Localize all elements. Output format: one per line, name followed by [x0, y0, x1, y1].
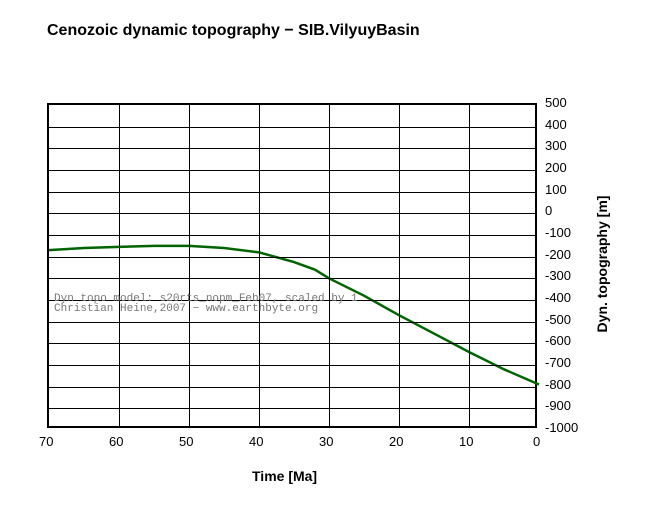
x-tick-label: 70	[39, 434, 53, 449]
x-tick-label: 60	[109, 434, 123, 449]
gridline-h	[49, 170, 535, 171]
chart-title: Cenozoic dynamic topography − SIB.Vilyuy…	[47, 22, 420, 40]
x-tick-label: 40	[249, 434, 263, 449]
gridline-v	[399, 105, 400, 426]
y-tick-label: 400	[545, 117, 567, 132]
gridline-h	[49, 127, 535, 128]
gridline-h	[49, 235, 535, 236]
y-tick-label: -600	[545, 333, 571, 348]
y-tick-label: -900	[545, 398, 571, 413]
gridline-h	[49, 192, 535, 193]
gridline-h	[49, 343, 535, 344]
series-layer	[49, 105, 539, 430]
gridline-h	[49, 387, 535, 388]
x-tick-label: 50	[179, 434, 193, 449]
annotation-text: Christian Heine,2007 − www.earthbyte.org	[54, 303, 318, 315]
y-tick-label: 300	[545, 138, 567, 153]
gridline-v	[259, 105, 260, 426]
y-tick-label: -700	[545, 355, 571, 370]
gridline-v	[119, 105, 120, 426]
gridline-h	[49, 278, 535, 279]
gridline-v	[329, 105, 330, 426]
y-tick-label: -200	[545, 247, 571, 262]
gridline-v	[189, 105, 190, 426]
y-tick-label: -100	[545, 225, 571, 240]
y-tick-label: 100	[545, 182, 567, 197]
x-tick-label: 20	[389, 434, 403, 449]
y-tick-label: -400	[545, 290, 571, 305]
y-tick-label: 500	[545, 95, 567, 110]
x-tick-label: 10	[459, 434, 473, 449]
y-tick-label: -1000	[545, 420, 578, 435]
gridline-h	[49, 213, 535, 214]
y-tick-label: 200	[545, 160, 567, 175]
y-tick-label: 0	[545, 203, 552, 218]
gridline-v	[469, 105, 470, 426]
gridline-h	[49, 148, 535, 149]
x-tick-label: 30	[319, 434, 333, 449]
x-axis-label: Time [Ma]	[252, 468, 317, 484]
y-tick-label: -500	[545, 312, 571, 327]
y-tick-label: -800	[545, 377, 571, 392]
gridline-h	[49, 365, 535, 366]
plot-area	[47, 103, 537, 428]
gridline-h	[49, 322, 535, 323]
y-axis-label: Dyn. topography [m]	[594, 184, 610, 344]
gridline-h	[49, 257, 535, 258]
gridline-h	[49, 408, 535, 409]
chart-container: { "chart": { "type": "line", "title": "C…	[0, 0, 645, 516]
x-tick-label: 0	[533, 434, 540, 449]
y-tick-label: -300	[545, 268, 571, 283]
